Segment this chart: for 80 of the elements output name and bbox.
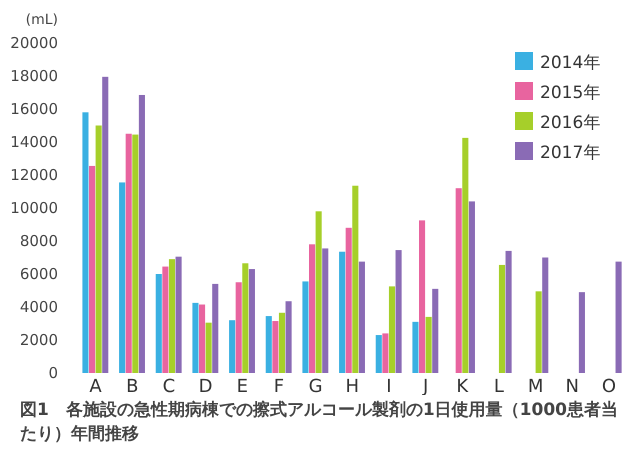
bar: [168, 259, 176, 373]
bar: [242, 263, 248, 373]
y-tick-label: 18000: [10, 67, 58, 85]
bar: [339, 252, 346, 373]
bar: [176, 256, 182, 373]
bar: [316, 211, 322, 373]
bar: [376, 335, 382, 373]
x-tick-label: A: [89, 376, 102, 397]
y-tick-label: 10000: [10, 199, 58, 217]
bar: [266, 316, 272, 373]
x-tick-label: E: [236, 376, 248, 397]
x-tick-label: C: [162, 376, 176, 397]
bar: [126, 134, 132, 373]
bar: [432, 288, 438, 373]
bar: [468, 201, 475, 373]
y-tick-label: 0: [48, 364, 58, 382]
bar: [236, 282, 242, 373]
bar: [212, 284, 218, 373]
bar: [206, 322, 212, 373]
bar: [156, 274, 162, 373]
bar: [358, 262, 365, 373]
bar: [396, 250, 402, 373]
y-tick-label: 6000: [20, 265, 58, 283]
y-tick-label: 12000: [10, 166, 58, 184]
bar: [132, 134, 138, 373]
x-tick-label: F: [274, 376, 284, 397]
bar: [309, 244, 316, 373]
bar: [286, 301, 292, 373]
bar: [382, 333, 388, 373]
bar: [278, 312, 286, 373]
bar: [102, 76, 108, 373]
bar: [346, 228, 352, 373]
y-axis-title: (mL): [26, 12, 58, 28]
x-tick-label: L: [494, 376, 504, 397]
legend-label: 2017年: [540, 143, 600, 163]
x-tick-label: I: [386, 376, 392, 397]
bar: [272, 321, 278, 373]
x-tick-label: D: [198, 376, 213, 397]
legend-label: 2015年: [540, 83, 600, 103]
x-tick-label: M: [528, 376, 544, 397]
y-tick-label: 4000: [20, 298, 58, 316]
bar: [426, 316, 432, 373]
bar: [192, 302, 198, 373]
x-tick-label: N: [566, 376, 579, 397]
y-tick-label: 8000: [20, 232, 58, 250]
y-tick-label: 20000: [10, 34, 58, 52]
x-tick-label: G: [308, 376, 323, 397]
bar: [462, 138, 468, 373]
x-tick-label: O: [602, 376, 616, 397]
legend-label: 2016年: [540, 113, 600, 133]
bar: [229, 320, 236, 373]
bar: [162, 266, 168, 373]
bar: [412, 322, 418, 373]
bar: [322, 248, 328, 373]
bar: [506, 250, 512, 373]
y-tick-label: 16000: [10, 100, 58, 118]
bar: [419, 220, 426, 373]
y-tick-label: 14000: [10, 133, 58, 151]
bar: [119, 182, 126, 373]
bar: [248, 269, 255, 373]
bar: [138, 94, 145, 373]
x-tick-label: K: [456, 376, 470, 397]
text: 図1 各施設の急性期病棟での擦式アルコール製剤の1日使用量（1000患者当たり）年間推移: [20, 399, 619, 446]
legend-label: 2014年: [540, 53, 600, 73]
bar: [199, 304, 206, 373]
bar: [616, 262, 622, 373]
bar: [352, 186, 358, 373]
bar: [89, 166, 96, 373]
bar: [542, 258, 548, 373]
bar: [578, 292, 585, 373]
y-tick-label: 2000: [20, 331, 58, 349]
x-tick-label: B: [126, 376, 138, 397]
bar: [498, 264, 506, 373]
bar: [388, 286, 396, 373]
x-tick-label: H: [345, 376, 360, 397]
bar: [536, 291, 542, 373]
bar: [96, 126, 102, 373]
bar: [302, 281, 308, 373]
bar: [456, 188, 462, 373]
bar: [82, 112, 88, 373]
